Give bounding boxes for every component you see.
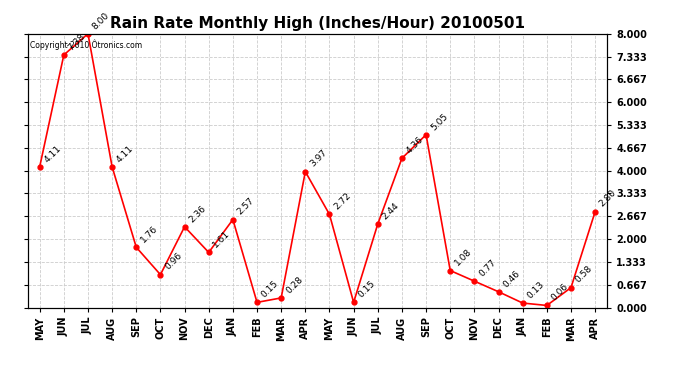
- Text: 5.05: 5.05: [429, 111, 449, 132]
- Text: 4.36: 4.36: [405, 135, 425, 156]
- Text: 8.00: 8.00: [91, 10, 111, 31]
- Text: 2.36: 2.36: [188, 204, 208, 224]
- Text: 0.06: 0.06: [550, 282, 570, 303]
- Title: Rain Rate Monthly High (Inches/Hour) 20100501: Rain Rate Monthly High (Inches/Hour) 201…: [110, 16, 525, 31]
- Text: 4.11: 4.11: [115, 144, 135, 164]
- Text: 2.44: 2.44: [381, 201, 401, 221]
- Text: 2.57: 2.57: [236, 196, 256, 217]
- Text: 2.80: 2.80: [598, 188, 618, 209]
- Text: 1.08: 1.08: [453, 247, 473, 268]
- Text: 1.76: 1.76: [139, 224, 159, 245]
- Text: 7.38: 7.38: [67, 32, 87, 52]
- Text: 2.72: 2.72: [333, 191, 353, 211]
- Text: 1.61: 1.61: [212, 229, 232, 250]
- Text: 0.13: 0.13: [526, 280, 546, 300]
- Text: 0.46: 0.46: [502, 268, 522, 289]
- Text: 4.11: 4.11: [43, 144, 63, 164]
- Text: 0.28: 0.28: [284, 274, 304, 295]
- Text: 0.15: 0.15: [260, 279, 280, 300]
- Text: 0.58: 0.58: [574, 264, 594, 285]
- Text: Copyright 2010 Ôtronics.com: Copyright 2010 Ôtronics.com: [30, 39, 143, 50]
- Text: 0.77: 0.77: [477, 258, 497, 278]
- Text: 0.15: 0.15: [357, 279, 377, 300]
- Text: 0.96: 0.96: [164, 251, 184, 272]
- Text: 3.97: 3.97: [308, 148, 328, 169]
